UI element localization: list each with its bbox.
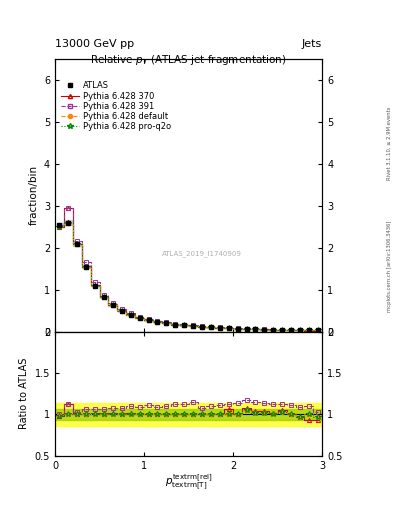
Text: 13000 GeV pp: 13000 GeV pp: [55, 38, 134, 49]
Y-axis label: fraction/bin: fraction/bin: [28, 165, 39, 225]
Y-axis label: Ratio to ATLAS: Ratio to ATLAS: [19, 358, 29, 430]
Bar: [55, 409, 322, 420]
Title: Relative $p_{T}$ (ATLAS jet fragmentation): Relative $p_{T}$ (ATLAS jet fragmentatio…: [90, 53, 287, 67]
Bar: [55, 403, 322, 426]
Text: Jets: Jets: [302, 38, 322, 49]
Legend: ATLAS, Pythia 6.428 370, Pythia 6.428 391, Pythia 6.428 default, Pythia 6.428 pr: ATLAS, Pythia 6.428 370, Pythia 6.428 39…: [58, 78, 174, 135]
Text: mcplots.cern.ch [arXiv:1306.3436]: mcplots.cern.ch [arXiv:1306.3436]: [387, 221, 392, 312]
Text: Rivet 3.1.10, ≥ 2.9M events: Rivet 3.1.10, ≥ 2.9M events: [387, 106, 392, 180]
Text: ATLAS_2019_I1740909: ATLAS_2019_I1740909: [162, 250, 242, 257]
X-axis label: $p_{\rm textrm[T]}^{\rm textrm[rel]}$: $p_{\rm textrm[T]}^{\rm textrm[rel]}$: [165, 473, 213, 494]
